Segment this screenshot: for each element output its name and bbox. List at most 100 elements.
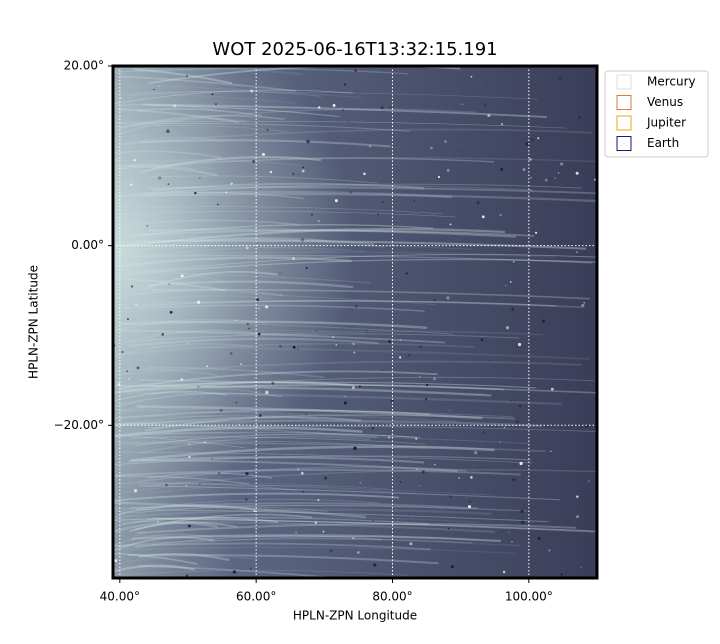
streak <box>116 117 247 137</box>
streak <box>119 330 544 345</box>
streak <box>148 376 595 391</box>
star <box>354 69 358 72</box>
streak <box>113 244 472 252</box>
star <box>553 133 556 136</box>
star <box>470 476 473 479</box>
star <box>460 150 462 153</box>
streak <box>146 156 597 163</box>
streak <box>118 320 428 329</box>
star <box>433 463 436 466</box>
axes-frame <box>111 64 599 580</box>
streak <box>135 239 587 250</box>
chart-title: WOT 2025-06-16T13:32:15.191 <box>212 39 497 60</box>
streak <box>121 163 214 170</box>
star <box>371 427 375 430</box>
star <box>185 75 189 78</box>
streak <box>119 370 438 390</box>
star <box>217 471 221 475</box>
star <box>235 319 237 321</box>
star <box>578 116 581 119</box>
streak <box>137 108 478 126</box>
streak <box>113 409 431 420</box>
star <box>481 215 485 219</box>
star <box>135 303 138 306</box>
star <box>447 527 450 530</box>
streak <box>113 342 475 356</box>
x-tick-label: 40.00° <box>100 590 140 604</box>
star <box>332 336 334 338</box>
star <box>511 541 513 543</box>
legend-frame <box>604 70 709 158</box>
streak <box>130 254 592 264</box>
streak <box>140 139 391 148</box>
star <box>499 441 501 443</box>
streak <box>117 565 230 576</box>
star <box>425 383 429 387</box>
star <box>429 146 433 150</box>
streak <box>134 433 420 446</box>
streak <box>150 288 590 300</box>
streak <box>119 414 319 426</box>
star <box>451 428 453 430</box>
streak <box>113 434 246 449</box>
streak <box>121 516 279 525</box>
streak <box>128 456 424 464</box>
star <box>305 266 308 269</box>
star <box>127 318 129 321</box>
streak <box>131 502 478 510</box>
star <box>235 401 238 404</box>
streak <box>131 436 426 445</box>
star <box>450 565 454 569</box>
star <box>329 549 333 553</box>
streak <box>113 244 330 252</box>
star <box>372 519 374 521</box>
star <box>185 574 189 578</box>
streak <box>131 534 501 543</box>
star <box>381 201 384 204</box>
streak <box>113 89 354 105</box>
image-glow <box>113 66 597 578</box>
streak <box>113 288 181 300</box>
star <box>197 385 200 388</box>
star <box>576 515 580 519</box>
star <box>514 263 516 266</box>
star <box>419 375 421 377</box>
star <box>267 214 269 216</box>
streak <box>130 66 303 76</box>
streak <box>140 254 597 273</box>
star <box>354 304 358 308</box>
streak <box>113 251 556 259</box>
streak <box>142 103 548 118</box>
star <box>278 344 282 348</box>
star <box>469 500 472 503</box>
star <box>449 223 452 226</box>
star <box>359 482 361 484</box>
star <box>445 299 447 301</box>
streak <box>113 414 515 427</box>
streak <box>143 247 365 258</box>
star <box>245 472 249 476</box>
star <box>437 175 441 179</box>
star <box>165 483 168 487</box>
star <box>157 520 159 523</box>
star <box>465 570 467 572</box>
star <box>477 223 479 225</box>
star <box>126 370 128 373</box>
streak <box>113 211 456 218</box>
streak <box>134 506 328 514</box>
streak <box>113 256 352 269</box>
star <box>279 272 281 274</box>
star <box>198 482 201 485</box>
streak <box>132 289 283 297</box>
star <box>580 566 582 568</box>
star <box>365 329 368 332</box>
legend-label: Mercury <box>647 75 696 89</box>
streak <box>137 435 371 455</box>
streak <box>113 294 272 309</box>
star <box>300 237 305 242</box>
streak <box>114 501 366 519</box>
star <box>508 531 510 533</box>
star <box>317 220 320 223</box>
streak <box>144 416 362 432</box>
